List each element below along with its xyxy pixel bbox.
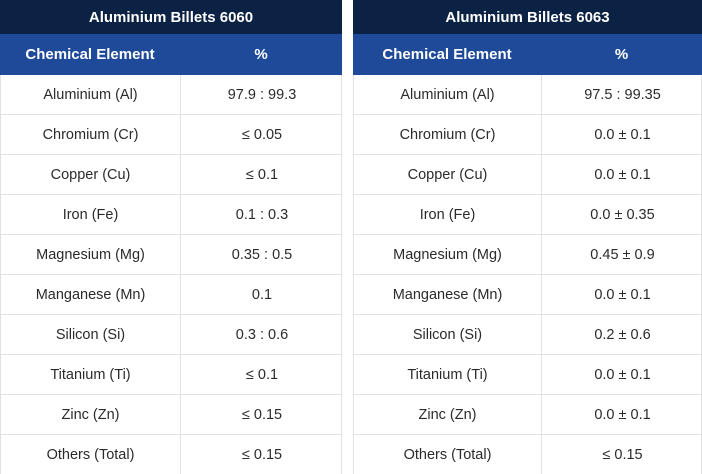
element-cell: Aluminium (Al) bbox=[1, 75, 181, 114]
column-header-percent: % bbox=[254, 46, 268, 63]
percent-cell: 0.2 ± 0.6 bbox=[594, 326, 651, 343]
element-cell: Chromium (Cr) bbox=[1, 115, 181, 154]
element-cell: Zinc (Zn) bbox=[354, 395, 542, 434]
element-cell: Iron (Fe) bbox=[354, 195, 542, 234]
percent-cell: ≤ 0.15 bbox=[602, 446, 643, 463]
table-row: Others (Total) ≤ 0.15 bbox=[354, 435, 701, 474]
element-cell: Chromium (Cr) bbox=[354, 115, 542, 154]
percent-cell: 0.1 : 0.3 bbox=[235, 206, 289, 223]
percent-cell: ≤ 0.15 bbox=[241, 446, 283, 463]
element-cell: Magnesium (Mg) bbox=[1, 235, 181, 274]
percent-cell: ≤ 0.15 bbox=[241, 406, 283, 423]
element-cell: Manganese (Mn) bbox=[1, 275, 181, 314]
table-row: Zinc (Zn) ≤ 0.15 bbox=[1, 395, 341, 435]
column-header-element: Chemical Element bbox=[382, 46, 512, 63]
table-row: Aluminium (Al) 97.5 : 99.35 bbox=[354, 75, 701, 115]
element-cell: Iron (Fe) bbox=[1, 195, 181, 234]
table-header: Chemical Element % bbox=[353, 34, 702, 75]
percent-cell: 97.5 : 99.35 bbox=[584, 86, 661, 103]
element-cell: Titanium (Ti) bbox=[354, 355, 542, 394]
percent-cell: 0.0 ± 0.1 bbox=[594, 366, 651, 383]
percent-cell: 0.3 : 0.6 bbox=[235, 326, 289, 343]
percent-cell: 0.0 ± 0.1 bbox=[594, 166, 651, 183]
percent-cell: 97.9 : 99.3 bbox=[227, 86, 297, 103]
table-row: Silicon (Si) 0.2 ± 0.6 bbox=[354, 315, 701, 355]
percent-cell: 0.35 : 0.5 bbox=[231, 246, 293, 263]
table-row: Iron (Fe) 0.0 ± 0.35 bbox=[354, 195, 701, 235]
table-row: Aluminium (Al) 97.9 : 99.3 bbox=[1, 75, 341, 115]
table-row: Silicon (Si) 0.3 : 0.6 bbox=[1, 315, 341, 355]
percent-cell: 0.0 ± 0.35 bbox=[590, 206, 655, 223]
table-row: Zinc (Zn) 0.0 ± 0.1 bbox=[354, 395, 701, 435]
percent-cell: 0.0 ± 0.1 bbox=[594, 286, 651, 303]
element-cell: Zinc (Zn) bbox=[1, 395, 181, 434]
percent-cell: ≤ 0.05 bbox=[241, 126, 283, 143]
table-title: Aluminium Billets 6063 bbox=[353, 0, 702, 34]
percent-cell: 0.0 ± 0.1 bbox=[594, 126, 651, 143]
percent-cell: 0.0 ± 0.1 bbox=[594, 406, 651, 423]
table-row: Titanium (Ti) ≤ 0.1 bbox=[1, 355, 341, 395]
table-row: Copper (Cu) ≤ 0.1 bbox=[1, 155, 341, 195]
table-row: Manganese (Mn) 0.1 bbox=[1, 275, 341, 315]
table-row: Titanium (Ti) 0.0 ± 0.1 bbox=[354, 355, 701, 395]
percent-cell: ≤ 0.1 bbox=[245, 166, 279, 183]
percent-cell: 0.45 ± 0.9 bbox=[590, 246, 655, 263]
table-row: Iron (Fe) 0.1 : 0.3 bbox=[1, 195, 341, 235]
percent-cell: ≤ 0.1 bbox=[245, 366, 279, 383]
table-row: Magnesium (Mg) 0.45 ± 0.9 bbox=[354, 235, 701, 275]
table-title: Aluminium Billets 6060 bbox=[0, 0, 342, 34]
table-header: Chemical Element % bbox=[0, 34, 342, 75]
table-6063: Aluminium Billets 6063 Chemical Element … bbox=[353, 0, 702, 474]
table-row: Chromium (Cr) ≤ 0.05 bbox=[1, 115, 341, 155]
column-header-percent: % bbox=[614, 46, 629, 63]
element-cell: Magnesium (Mg) bbox=[354, 235, 542, 274]
table-body: Aluminium (Al) 97.5 : 99.35 Chromium (Cr) 0… bbox=[353, 75, 702, 474]
table-row: Others (Total) ≤ 0.15 bbox=[1, 435, 341, 474]
element-cell: Silicon (Si) bbox=[1, 315, 181, 354]
table-row: Copper (Cu) 0.0 ± 0.1 bbox=[354, 155, 701, 195]
element-cell: Manganese (Mn) bbox=[354, 275, 542, 314]
element-cell: Aluminium (Al) bbox=[354, 75, 542, 114]
element-cell: Silicon (Si) bbox=[354, 315, 542, 354]
percent-cell: 0.1 bbox=[251, 286, 273, 303]
column-header-element: Chemical Element bbox=[25, 46, 155, 63]
table-row: Manganese (Mn) 0.0 ± 0.1 bbox=[354, 275, 701, 315]
element-cell: Titanium (Ti) bbox=[1, 355, 181, 394]
table-row: Chromium (Cr) 0.0 ± 0.1 bbox=[354, 115, 701, 155]
element-cell: Others (Total) bbox=[354, 435, 542, 474]
table-6060: Aluminium Billets 6060 Chemical Element … bbox=[0, 0, 342, 474]
table-row: Magnesium (Mg) 0.35 : 0.5 bbox=[1, 235, 341, 275]
element-cell: Copper (Cu) bbox=[1, 155, 181, 194]
element-cell: Others (Total) bbox=[1, 435, 181, 474]
element-cell: Copper (Cu) bbox=[354, 155, 542, 194]
table-body: Aluminium (Al) 97.9 : 99.3 Chromium (Cr) ≤ … bbox=[0, 75, 342, 474]
